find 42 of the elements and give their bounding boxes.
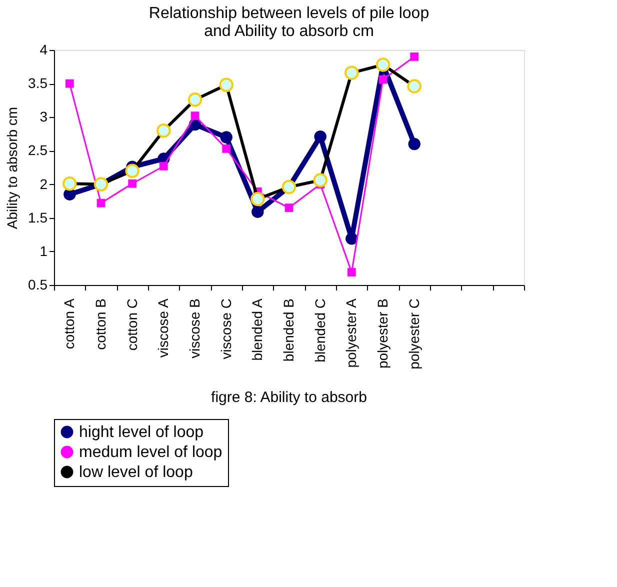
legend-label: hight level of loop (79, 424, 204, 441)
y-tick-label: 1 (40, 242, 48, 259)
x-tick-label: viscose A (155, 298, 172, 358)
point (96, 198, 106, 208)
x-tick-label: cotton C (124, 298, 140, 351)
x-tick-label: viscose C (218, 298, 234, 360)
y-tick-label: 4 (40, 42, 48, 58)
point (410, 52, 419, 61)
x-tick-label: polyester C (406, 298, 422, 370)
x-tick-label: blended C (312, 298, 328, 362)
x-tick-label: polyester A (343, 298, 360, 368)
x-tick-label: blended B (280, 298, 296, 362)
legend-label: low level of loop (79, 464, 193, 481)
x-tick-label: cotton B (92, 298, 108, 350)
point (65, 79, 74, 88)
point (314, 130, 326, 143)
text: figre 8: Ability to absorb (211, 389, 367, 406)
point (378, 75, 388, 84)
y-tick-label: 3 (40, 108, 48, 125)
point (128, 179, 137, 188)
y-axis-title: Ability to absorb cm (4, 106, 20, 230)
text: and Ability to absorb cm (204, 23, 374, 40)
point (347, 268, 356, 276)
point (252, 206, 264, 218)
point (284, 204, 294, 212)
point (222, 144, 231, 153)
y-tick-label: 1.5 (28, 209, 48, 226)
x-tick-label: cotton A (61, 298, 78, 350)
point (190, 112, 200, 120)
x-tick-label: viscose B (186, 298, 202, 358)
y-tick-label: 0.5 (28, 276, 48, 292)
point (346, 232, 358, 245)
x-tick-label: blended A (249, 298, 266, 361)
legend-label: medum level of loop (79, 444, 222, 461)
point (159, 162, 168, 170)
y-tick-label: 2 (40, 176, 48, 192)
point (408, 138, 420, 150)
text: Relationship between levels of pile loop (148, 5, 430, 22)
point (220, 131, 232, 144)
y-tick-label: 2.5 (28, 142, 48, 158)
x-tick-label: polyester B (374, 298, 390, 369)
y-tick-label: 3.5 (28, 75, 48, 92)
